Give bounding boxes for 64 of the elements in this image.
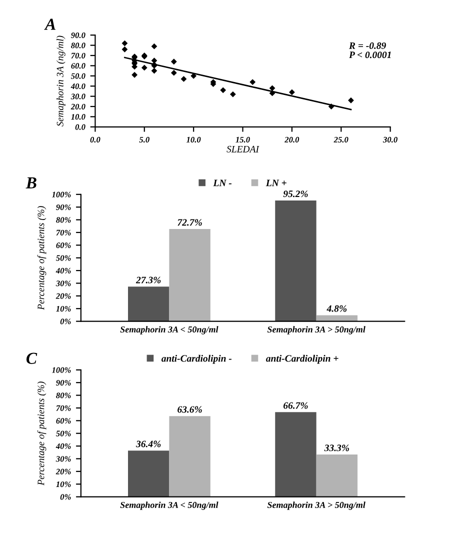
data-label: 33.3% <box>324 444 349 452</box>
y-tick-label: 0% <box>60 318 71 324</box>
y-tick-label: 20% <box>56 468 71 474</box>
y-tick-label: 10% <box>56 481 71 488</box>
y-tick-label: 0.0 <box>75 124 86 130</box>
data-label: 27.3% <box>136 276 161 284</box>
x-tick-label: 10.0 <box>186 136 201 143</box>
chart-title: C <box>26 352 38 364</box>
x-axis-title: SLEDAI <box>226 146 260 152</box>
y-tick-label: 70.0 <box>71 52 86 59</box>
legend-label: anti-Cardiolipin + <box>266 354 338 364</box>
y-axis-title: Percentage of patients (%) <box>37 382 46 486</box>
y-tick-label: 70% <box>56 230 71 236</box>
x-tick-label: 0.0 <box>90 136 100 143</box>
chart-title: A <box>44 18 56 30</box>
y-tick-label: 50% <box>56 255 71 261</box>
y-tick-label: 30% <box>56 280 71 286</box>
y-tick-label: 90% <box>56 204 71 210</box>
y-tick-label: 40.0 <box>70 83 86 90</box>
y-tick-label: 50.0 <box>70 73 86 79</box>
legend-label: LN - <box>213 180 232 186</box>
annotation: R = -0.89 <box>348 42 386 50</box>
y-tick-label: 10.0 <box>71 114 86 120</box>
data-label: 36.4% <box>136 440 161 448</box>
x-tick-label: 30.0 <box>382 136 398 143</box>
y-tick-label: 70% <box>56 405 71 411</box>
x-tick-label: Semaphorin 3A > 50ng/ml <box>267 326 366 334</box>
y-tick-label: 40% <box>56 268 71 274</box>
y-tick-label: 20% <box>56 293 71 299</box>
y-tick-label: 100% <box>52 192 71 198</box>
data-label: 72.7% <box>178 219 202 226</box>
y-tick-label: 30% <box>56 456 71 462</box>
data-label: 63.6% <box>178 406 202 413</box>
y-tick-label: 80% <box>56 392 71 398</box>
y-tick-label: 60.0 <box>71 63 86 69</box>
data-label: 4.8% <box>326 305 347 312</box>
data-label: 95.2% <box>283 190 308 198</box>
y-axis-title: Semaphorin 3A (ng/ml) <box>56 36 66 126</box>
x-tick-label: Semaphorin 3A > 50ng/ml <box>267 502 366 510</box>
y-tick-label: 20.0 <box>70 104 86 110</box>
x-tick-label: Semaphorin 3A < 50ng/ml <box>120 326 218 334</box>
annotation: P < 0.0001 <box>349 52 391 58</box>
y-tick-label: 60% <box>56 418 71 424</box>
x-tick-label: Semaphorin 3A < 50ng/ml <box>120 502 218 510</box>
chart-title: B <box>26 177 36 188</box>
y-tick-label: 90% <box>56 380 71 386</box>
y-tick-label: 80.0 <box>71 42 86 48</box>
x-tick-label: 15.0 <box>236 136 250 143</box>
legend-label: anti-Cardiolipin - <box>162 354 232 364</box>
y-tick-label: 10% <box>56 306 71 312</box>
legend-label: LN + <box>266 180 286 186</box>
y-tick-label: 50% <box>56 430 71 436</box>
y-tick-label: 100% <box>52 367 71 373</box>
y-axis-title: Percentage of patients (%) <box>37 206 46 310</box>
x-tick-label: 5.0 <box>139 136 150 143</box>
y-tick-label: 30.0 <box>70 94 86 100</box>
y-tick-label: 80% <box>56 217 71 223</box>
y-tick-label: 60% <box>56 242 71 248</box>
y-tick-label: 0% <box>60 494 71 500</box>
y-tick-label: 40% <box>56 443 71 450</box>
data-label: 66.7% <box>284 402 308 409</box>
y-tick-label: 90.0 <box>71 32 86 38</box>
x-tick-label: 25.0 <box>334 136 348 143</box>
x-tick-label: 20.0 <box>284 136 300 143</box>
